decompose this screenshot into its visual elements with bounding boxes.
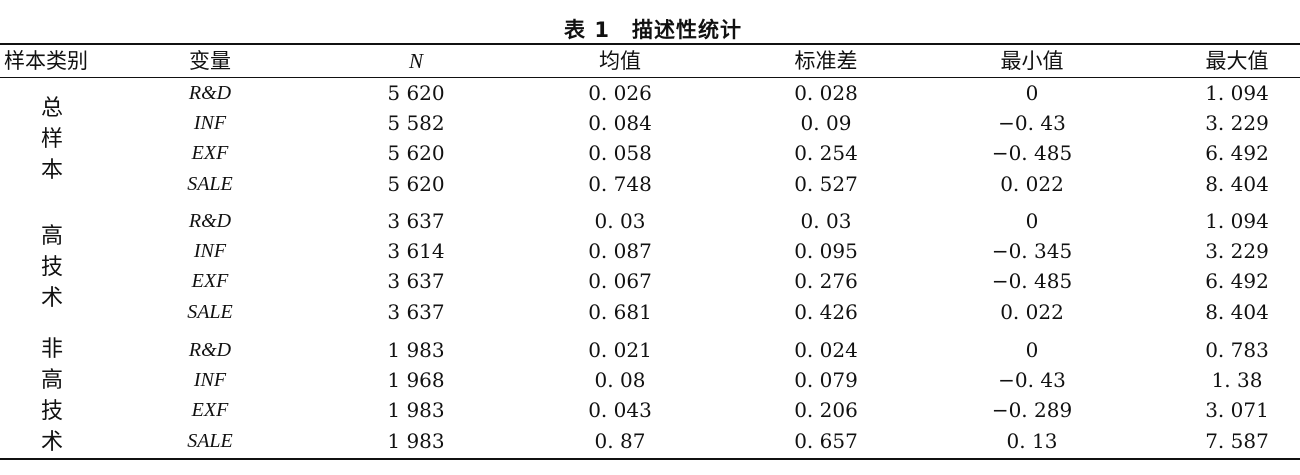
- cell-mean: 0. 058: [588, 141, 652, 166]
- cell-sd: 0. 079: [794, 368, 858, 393]
- cell-max: 8. 404: [1205, 299, 1269, 324]
- cell-n: 1 983: [387, 428, 445, 453]
- cell-mean: 0. 87: [594, 428, 646, 453]
- cell-sd: 0. 254: [794, 141, 858, 166]
- table-caption: 表 1 描述性统计: [0, 14, 1300, 44]
- cell-sd: 0. 426: [794, 299, 858, 324]
- cell-mean: 0. 08: [594, 368, 646, 393]
- cell-n: 1 983: [387, 338, 445, 362]
- table-title: 描述性统计: [631, 18, 742, 42]
- cell-max: 8. 404: [1205, 171, 1269, 196]
- cell-var: SALE: [187, 429, 233, 452]
- header-variable: 变量: [189, 49, 231, 73]
- cell-min: −0. 289: [991, 398, 1073, 423]
- cell-max: 3. 229: [1205, 111, 1269, 136]
- cell-n: 3 614: [387, 239, 445, 264]
- cell-n: 1 968: [387, 368, 445, 393]
- cell-sd: 0. 09: [800, 111, 852, 136]
- group-label-char: 术: [40, 285, 63, 311]
- cell-var: INF: [193, 240, 227, 263]
- cell-min: 0: [1025, 338, 1039, 362]
- cell-var: R&D: [188, 210, 232, 232]
- header-max: 最大值: [1205, 49, 1269, 73]
- cell-min: −0. 485: [991, 141, 1073, 166]
- cell-var: INF: [193, 369, 227, 392]
- cell-n: 5 620: [387, 141, 445, 166]
- top-rule: [0, 43, 1300, 45]
- cell-sd: 0. 527: [794, 171, 858, 196]
- cell-var: EXF: [191, 270, 229, 293]
- group-label-char: 技: [40, 254, 63, 280]
- group-label-char: 总: [40, 95, 63, 121]
- group-label-char: 非: [40, 337, 63, 363]
- header-mean: 均值: [599, 49, 641, 73]
- cell-max: 3. 071: [1205, 398, 1269, 423]
- cell-min: 0. 022: [1000, 299, 1064, 324]
- group-label: 非高技术: [30, 334, 74, 458]
- group-label-char: 高: [40, 368, 63, 394]
- cell-min: 0. 13: [1006, 428, 1058, 453]
- cell-min: 0. 022: [1000, 171, 1064, 196]
- cell-mean: 0. 043: [588, 398, 652, 423]
- cell-sd: 0. 03: [800, 209, 852, 233]
- cell-n: 3 637: [387, 269, 445, 294]
- cell-min: 0: [1025, 209, 1039, 233]
- cell-mean: 0. 084: [588, 111, 652, 136]
- cell-min: 0: [1025, 81, 1039, 105]
- group-label-char: 技: [40, 399, 63, 425]
- cell-sd: 0. 095: [794, 239, 858, 264]
- cell-mean: 0. 681: [588, 299, 652, 324]
- cell-max: 6. 492: [1205, 141, 1269, 166]
- cell-max: 6. 492: [1205, 269, 1269, 294]
- cell-var: INF: [193, 112, 227, 135]
- cell-mean: 0. 748: [588, 171, 652, 196]
- header-rule: [0, 77, 1300, 78]
- group-label-char: 高: [40, 223, 63, 249]
- header-n: N: [408, 49, 423, 73]
- cell-min: −0. 43: [998, 368, 1066, 393]
- cell-max: 0. 783: [1205, 338, 1269, 362]
- cell-sd: 0. 657: [794, 428, 858, 453]
- header-std-dev: 标准差: [794, 49, 858, 73]
- cell-n: 5 582: [387, 111, 445, 136]
- cell-max: 1. 38: [1211, 368, 1263, 393]
- header-min: 最小值: [1000, 49, 1064, 73]
- cell-n: 3 637: [387, 299, 445, 324]
- group-label-char: 术: [40, 430, 63, 456]
- cell-min: −0. 485: [991, 269, 1073, 294]
- cell-sd: 0. 028: [794, 81, 858, 105]
- cell-n: 5 620: [387, 171, 445, 196]
- group-label: 总样本: [30, 93, 74, 186]
- cell-max: 3. 229: [1205, 239, 1269, 264]
- cell-var: R&D: [188, 82, 232, 104]
- cell-min: −0. 43: [998, 111, 1066, 136]
- cell-sd: 0. 276: [794, 269, 858, 294]
- group-label-char: 样: [40, 126, 63, 152]
- cell-mean: 0. 087: [588, 239, 652, 264]
- cell-var: EXF: [191, 399, 229, 422]
- cell-min: −0. 345: [991, 239, 1073, 264]
- cell-n: 5 620: [387, 81, 445, 105]
- cell-max: 1. 094: [1205, 81, 1269, 105]
- table-number: 表 1: [564, 18, 610, 42]
- cell-var: SALE: [187, 300, 233, 323]
- group-label: 高技术: [30, 221, 74, 314]
- cell-n: 1 983: [387, 398, 445, 423]
- cell-max: 1. 094: [1205, 209, 1269, 233]
- group-label-char: 本: [40, 157, 63, 183]
- cell-mean: 0. 03: [594, 209, 646, 233]
- header-sample-category: 样本类别: [4, 49, 88, 73]
- cell-sd: 0. 206: [794, 398, 858, 423]
- cell-mean: 0. 021: [588, 338, 652, 362]
- cell-var: SALE: [187, 172, 233, 195]
- cell-n: 3 637: [387, 209, 445, 233]
- cell-mean: 0. 067: [588, 269, 652, 294]
- cell-sd: 0. 024: [794, 338, 858, 362]
- cell-mean: 0. 026: [588, 81, 652, 105]
- cell-var: R&D: [188, 339, 232, 361]
- cell-var: EXF: [191, 142, 229, 165]
- cell-max: 7. 587: [1205, 428, 1269, 453]
- bottom-rule: [0, 458, 1300, 460]
